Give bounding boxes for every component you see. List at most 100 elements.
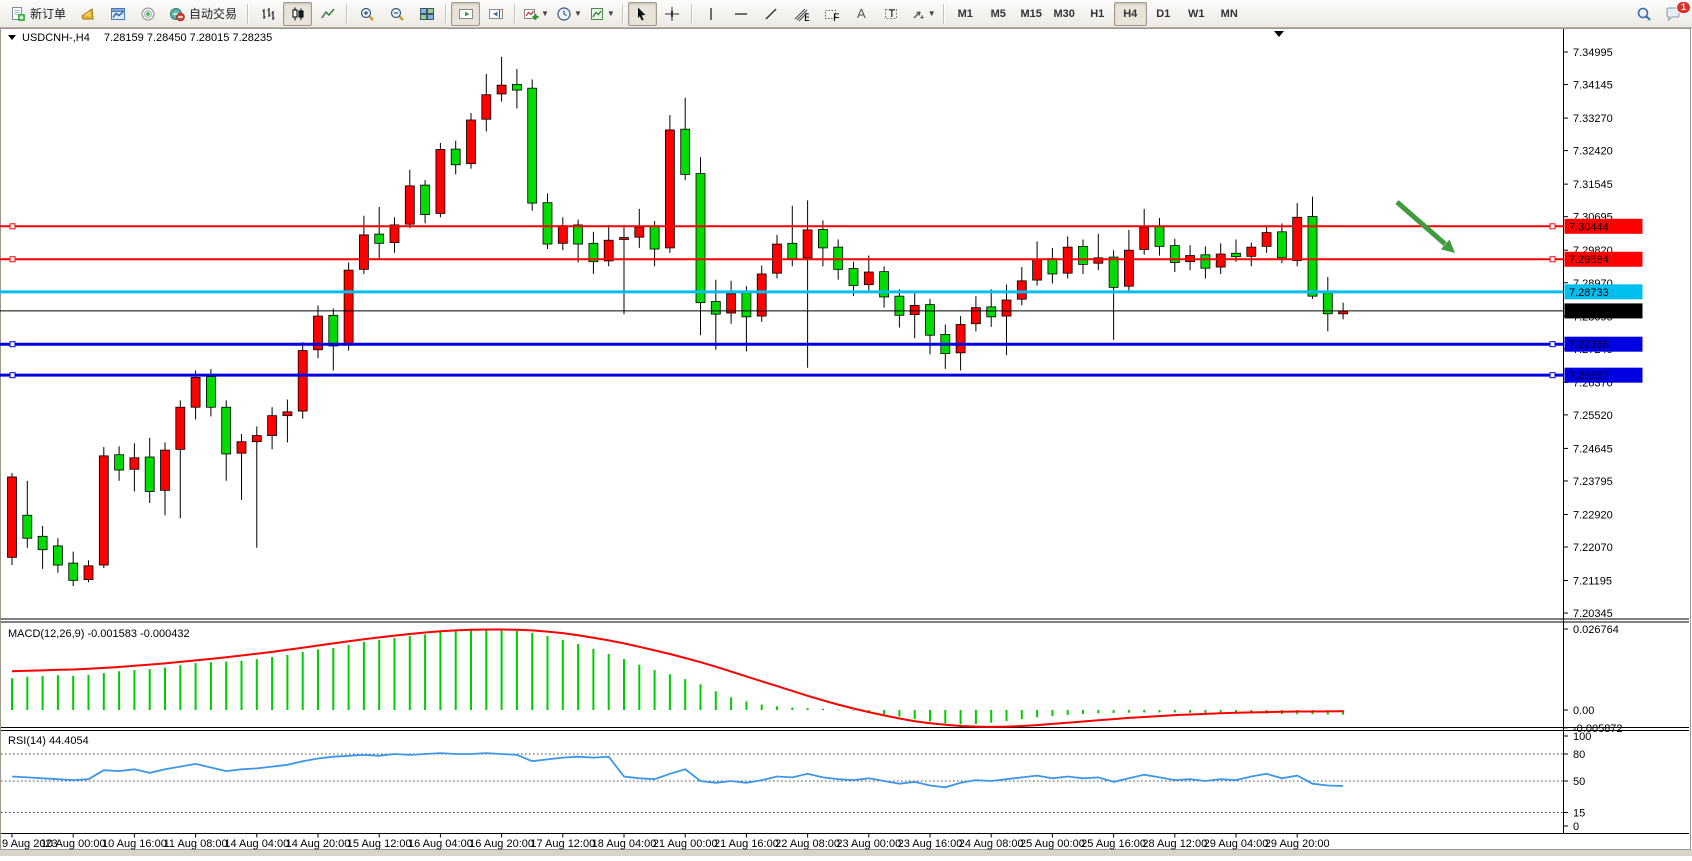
- timeframe-m5-button[interactable]: M5: [990, 7, 1006, 20]
- tile-windows-button[interactable]: [412, 2, 441, 26]
- line-handle[interactable]: [9, 341, 16, 348]
- price-tick-label: 7.31545: [1573, 179, 1613, 191]
- horizontal-line-icon: [735, 12, 748, 15]
- indicators-button[interactable]: ▼: [520, 2, 552, 26]
- time-tick-label: 21 Aug 16:00: [714, 838, 779, 850]
- time-tick-label: 23 Aug 16:00: [898, 838, 963, 850]
- cursor-tool-button[interactable]: [627, 1, 657, 26]
- rsi-level-label: 0: [1573, 821, 1579, 833]
- line-handle[interactable]: [9, 256, 16, 263]
- periods-button[interactable]: ▼: [553, 2, 585, 26]
- line-handle[interactable]: [9, 223, 16, 230]
- trendline-tool-button[interactable]: [757, 2, 786, 26]
- templates-button[interactable]: ▼: [586, 2, 618, 26]
- chart-window-button[interactable]: [103, 2, 132, 26]
- candle: [603, 239, 614, 262]
- candle: [634, 226, 645, 238]
- line-handle[interactable]: [1549, 223, 1556, 230]
- timeframe-d1-button[interactable]: D1: [1156, 7, 1171, 20]
- autotrading-button[interactable]: 自动交易: [163, 2, 243, 26]
- price-tag: [1564, 251, 1643, 267]
- new-order-label: 新订单: [30, 7, 67, 21]
- candle: [160, 449, 170, 491]
- timeframe-m30-button[interactable]: M30: [1053, 7, 1075, 20]
- candle: [756, 273, 767, 317]
- chart-collapse-icon[interactable]: [8, 35, 16, 40]
- strategy-tester-button[interactable]: [133, 2, 162, 26]
- line-chart-icon: [320, 8, 335, 18]
- candle: [986, 306, 997, 318]
- candle: [1246, 246, 1257, 257]
- macd-axis-label: -0.005872: [1573, 723, 1623, 735]
- text-tool-button[interactable]: A: [847, 2, 876, 26]
- candle: [297, 350, 308, 412]
- arrows-tool-button[interactable]: ▼: [907, 2, 939, 26]
- fibonacci-tool-button[interactable]: E: [787, 2, 816, 26]
- text-label-tool-button[interactable]: T: [877, 2, 906, 26]
- candle: [37, 535, 48, 551]
- line-handle[interactable]: [1549, 341, 1556, 348]
- toolbar-separator: [690, 3, 693, 24]
- candle: [7, 476, 17, 558]
- new-order-button[interactable]: 新订单: [4, 2, 72, 26]
- candle: [144, 456, 155, 492]
- candle: [741, 292, 752, 318]
- arrow-shaft: [1395, 200, 1447, 246]
- candle: [1215, 253, 1226, 268]
- grid-tool-button[interactable]: F: [817, 2, 846, 26]
- mql-wizard-button[interactable]: [73, 2, 102, 26]
- search-button[interactable]: [1629, 2, 1658, 26]
- search-icon: [1637, 7, 1651, 21]
- candle: [1016, 280, 1027, 300]
- chevron-down-icon: ▼: [606, 9, 615, 18]
- candle: [955, 324, 966, 354]
- price-tag: [1564, 284, 1643, 300]
- line-handle[interactable]: [1549, 256, 1556, 263]
- time-tick-label: 29 Aug 04:00: [1204, 838, 1269, 850]
- timeframe-h4-button[interactable]: H4: [1113, 1, 1147, 26]
- annotation-arrow[interactable]: [1395, 200, 1455, 253]
- bar-chart-mode-button[interactable]: [253, 2, 282, 26]
- indicators-icon: [524, 8, 539, 20]
- line-handle[interactable]: [1549, 372, 1556, 379]
- price-tag-label: 7.29584: [1569, 254, 1609, 266]
- candle: [695, 173, 706, 304]
- chart-shift-marker[interactable]: [1274, 31, 1284, 37]
- auto-scroll-button[interactable]: [451, 1, 481, 26]
- timeframe-w1-button[interactable]: W1: [1187, 7, 1205, 20]
- vertical-line-tool-button[interactable]: [697, 2, 726, 26]
- candle: [909, 304, 920, 315]
- notification-badge: 1: [1675, 0, 1691, 14]
- clock-icon: [557, 6, 571, 21]
- zoom-in-button[interactable]: [352, 2, 381, 26]
- zoom-out-button[interactable]: [382, 2, 411, 26]
- candlestick-mode-button[interactable]: [283, 1, 313, 26]
- strategy-tester-icon: [141, 7, 155, 20]
- timeframe-m1-button[interactable]: M1: [957, 7, 973, 20]
- chart-shift-button[interactable]: [481, 2, 510, 26]
- candle: [1169, 245, 1180, 263]
- chart-canvas[interactable]: 7.349957.341457.332707.324207.315457.306…: [0, 28, 1692, 856]
- timeframe-mn-button[interactable]: MN: [1220, 7, 1238, 20]
- time-tick-label: 22 Aug 08:00: [775, 838, 840, 850]
- timeframe-m15-button[interactable]: M15: [1020, 7, 1042, 20]
- auto-scroll-icon: [458, 8, 473, 19]
- time-tick-label: 10 Aug 00:00: [41, 838, 106, 850]
- candle: [389, 224, 400, 243]
- time-tick-label: 10 Aug 16:00: [102, 838, 167, 850]
- candle: [726, 293, 736, 314]
- time-tick-label: 21 Aug 00:00: [653, 838, 718, 850]
- horizontal-line-tool-button[interactable]: [727, 2, 756, 26]
- chart-header: USDCNH-,H4 7.28159 7.28450 7.28015 7.2823…: [8, 31, 1284, 44]
- rsi-line: [11, 752, 1344, 789]
- crosshair-tool-button[interactable]: [658, 2, 687, 26]
- toolbar-separator: [942, 3, 945, 24]
- timeframe-h1-button[interactable]: H1: [1090, 7, 1105, 20]
- candle: [175, 406, 186, 450]
- arrow-head: [1440, 239, 1455, 253]
- line-chart-mode-button[interactable]: [313, 2, 342, 26]
- notifications-button[interactable]: 1: [1659, 0, 1691, 26]
- line-handle[interactable]: [9, 372, 16, 379]
- candle: [971, 307, 981, 325]
- svg-text:T: T: [889, 8, 896, 20]
